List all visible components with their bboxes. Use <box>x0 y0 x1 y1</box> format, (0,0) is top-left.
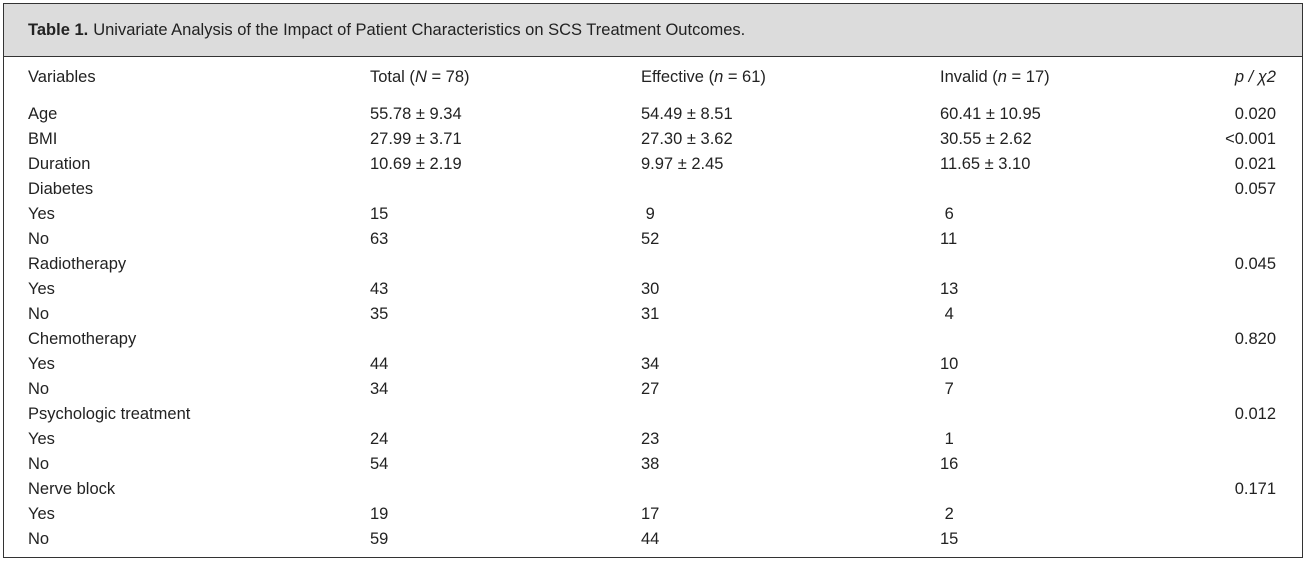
cell-p-value: <0.001 <box>1225 130 1276 148</box>
cell-invalid: 30.55 ± 2.62 <box>940 130 1032 148</box>
cell-total: 24 <box>370 430 389 448</box>
table-row: Nerve block 0.171 <box>4 477 1302 502</box>
cell-effective: 44 <box>641 530 660 548</box>
cell-variable: Yes <box>28 355 55 373</box>
cell-p-value: 0.045 <box>1234 255 1276 273</box>
cell-variable: Yes <box>28 505 55 523</box>
table-row: No 63 52 11 <box>4 227 1302 252</box>
cell-effective: 9.97 ± 2.45 <box>641 155 724 173</box>
table-row: Yes 44 34 10 <box>4 352 1302 377</box>
cell-total: 15 <box>370 205 389 223</box>
cell-effective: 23 <box>641 430 660 448</box>
cell-total: 55.78 ± 9.34 <box>370 105 462 123</box>
header-effective: Effective (n = 61) <box>641 68 766 86</box>
cell-invalid: 13 <box>940 280 959 298</box>
cell-invalid: 15 <box>940 530 959 548</box>
cell-variable: Psychologic treatment <box>28 405 191 423</box>
cell-total: 54 <box>370 455 389 473</box>
cell-effective: 38 <box>641 455 660 473</box>
table-container: Table 1. Univariate Analysis of the Impa… <box>3 3 1303 558</box>
cell-total: 19 <box>370 505 389 523</box>
cell-invalid: 60.41 ± 10.95 <box>940 105 1041 123</box>
table-row: Age 55.78 ± 9.34 54.49 ± 8.51 60.41 ± 10.95… <box>4 102 1302 127</box>
table-row: Radiotherapy 0.045 <box>4 252 1302 277</box>
cell-variable: Chemotherapy <box>28 330 137 348</box>
table-row: Yes 15 9 6 <box>4 202 1302 227</box>
cell-variable: Yes <box>28 280 55 298</box>
table-row: No 35 31 4 <box>4 302 1302 327</box>
caption-title: Univariate Analysis of the Impact of Pat… <box>93 20 746 39</box>
cell-variable: Diabetes <box>28 180 94 198</box>
cell-effective: 30 <box>641 280 660 298</box>
table-row: Chemotherapy 0.820 <box>4 327 1302 352</box>
cell-total: 59 <box>370 530 389 548</box>
cell-variable: No <box>28 305 50 323</box>
cell-variable: No <box>28 455 50 473</box>
cell-p-value: 0.020 <box>1234 105 1276 123</box>
cell-total: 34 <box>370 380 389 398</box>
table-row: No 54 38 16 <box>4 452 1302 477</box>
table-row: Duration 10.69 ± 2.19 9.97 ± 2.45 11.65 ± 3… <box>4 152 1302 177</box>
cell-invalid: 2 <box>940 505 954 523</box>
header-total: Total (N = 78) <box>370 68 470 86</box>
cell-p-value: 0.012 <box>1234 405 1276 423</box>
cell-variable: Yes <box>28 205 55 223</box>
cell-variable: BMI <box>28 130 58 148</box>
cell-total: 63 <box>370 230 389 248</box>
cell-variable: Duration <box>28 155 91 173</box>
table-caption: Table 1. Univariate Analysis of the Impa… <box>4 4 1302 57</box>
cell-effective: 34 <box>641 355 660 373</box>
cell-invalid: 7 <box>940 380 954 398</box>
cell-effective: 52 <box>641 230 660 248</box>
cell-total: 44 <box>370 355 389 373</box>
table-row: No 59 44 15 <box>4 527 1302 552</box>
header-invalid: Invalid (n = 17) <box>940 68 1050 86</box>
cell-variable: No <box>28 230 50 248</box>
table-row: No 34 27 7 <box>4 377 1302 402</box>
cell-effective: 27.30 ± 3.62 <box>641 130 733 148</box>
cell-invalid: 4 <box>940 305 954 323</box>
cell-invalid: 11.65 ± 3.10 <box>940 155 1031 173</box>
caption-label: Table 1. <box>28 20 89 39</box>
cell-variable: Yes <box>28 430 55 448</box>
cell-effective: 9 <box>641 205 655 223</box>
cell-invalid: 11 <box>940 230 958 248</box>
table-row: BMI 27.99 ± 3.71 27.30 ± 3.62 30.55 ± 2.62 <… <box>4 127 1302 152</box>
cell-p-value: 0.057 <box>1234 180 1276 198</box>
table-row: Yes 43 30 13 <box>4 277 1302 302</box>
cell-total: 27.99 ± 3.71 <box>370 130 462 148</box>
table-row: Yes 19 17 2 <box>4 502 1302 527</box>
header-variables: Variables <box>28 68 96 86</box>
cell-variable: Age <box>28 105 58 123</box>
cell-p-value: 0.171 <box>1234 480 1276 498</box>
cell-p-value: 0.021 <box>1234 155 1276 173</box>
cell-total: 35 <box>370 305 389 323</box>
cell-effective: 31 <box>641 305 660 323</box>
cell-variable: Radiotherapy <box>28 255 127 273</box>
cell-effective: 27 <box>641 380 660 398</box>
cell-total: 43 <box>370 280 389 298</box>
cell-variable: No <box>28 380 50 398</box>
cell-variable: Nerve block <box>28 480 116 498</box>
cell-effective: 54.49 ± 8.51 <box>641 105 733 123</box>
cell-invalid: 16 <box>940 455 959 473</box>
cell-variable: No <box>28 530 50 548</box>
cell-p-value: 0.820 <box>1234 330 1276 348</box>
table-row: Diabetes 0.057 <box>4 177 1302 202</box>
cell-effective: 17 <box>641 505 660 523</box>
cell-invalid: 6 <box>940 205 954 223</box>
table-row: Psychologic treatment 0.012 <box>4 402 1302 427</box>
header-p-value: p / χ2 <box>1234 68 1276 86</box>
cell-invalid: 10 <box>940 355 959 373</box>
cell-invalid: 1 <box>940 430 954 448</box>
table-header-row: Variables Total (N = 78) Effective (n = … <box>4 65 1302 90</box>
cell-total: 10.69 ± 2.19 <box>370 155 462 173</box>
table-row: Yes 24 23 1 <box>4 427 1302 452</box>
